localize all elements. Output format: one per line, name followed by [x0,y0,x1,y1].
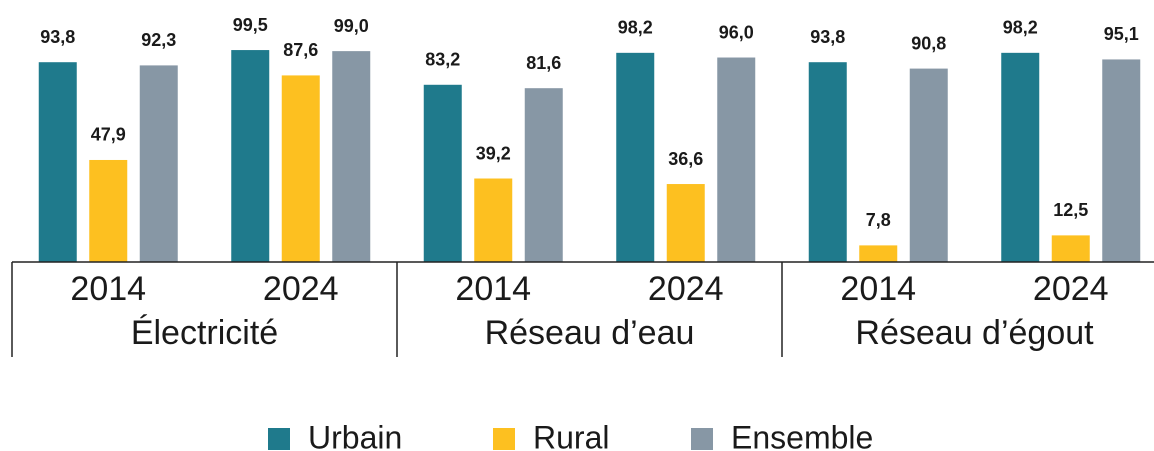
bar [281,75,320,262]
legend-label: Rural [533,419,609,451]
bar [717,57,756,262]
x-tick-label: 2014 [840,270,916,308]
bar [474,178,513,262]
value-label: 93,8 [40,27,75,47]
x-tick-label: 2024 [263,270,339,308]
bar [332,51,371,262]
value-label: 92,3 [141,30,176,50]
bar [423,84,462,262]
value-label: 47,9 [91,125,126,145]
value-label: 83,2 [425,50,460,70]
legend-swatch [268,428,290,450]
bar [616,52,655,262]
x-tick-label: 2014 [70,270,146,308]
value-label: 98,2 [1003,18,1038,38]
bar [38,62,77,263]
bar [808,62,847,263]
bar [524,88,563,262]
value-label: 96,0 [719,22,754,42]
group-label: Réseau d’égout [855,314,1094,352]
bar [909,68,948,262]
group-label: Électricité [131,314,278,352]
value-label: 95,1 [1104,24,1139,44]
bar [666,184,705,262]
bar [139,65,178,262]
bar [1001,52,1040,262]
value-label: 36,6 [668,149,703,169]
value-label: 98,2 [618,18,653,38]
legend-swatch [691,428,713,450]
value-label: 99,0 [334,16,369,36]
bar [231,50,270,262]
group-label: Réseau d’eau [485,314,695,352]
x-tick-label: 2024 [1033,270,1109,308]
bar [89,159,128,262]
value-label: 39,2 [476,143,511,163]
bar [859,245,898,262]
legend-label: Urbain [308,419,402,451]
value-label: 99,5 [233,15,268,35]
legend-swatch [493,428,515,450]
x-tick-label: 2014 [455,270,531,308]
x-tick-label: 2024 [648,270,724,308]
bar [1051,235,1090,262]
value-label: 87,6 [283,40,318,60]
value-label: 93,8 [810,27,845,47]
value-label: 7,8 [866,210,891,230]
value-label: 90,8 [911,33,946,53]
value-label: 81,6 [526,53,561,73]
bar [1102,59,1141,263]
value-label: 12,5 [1053,200,1088,220]
legend-label: Ensemble [731,419,873,451]
